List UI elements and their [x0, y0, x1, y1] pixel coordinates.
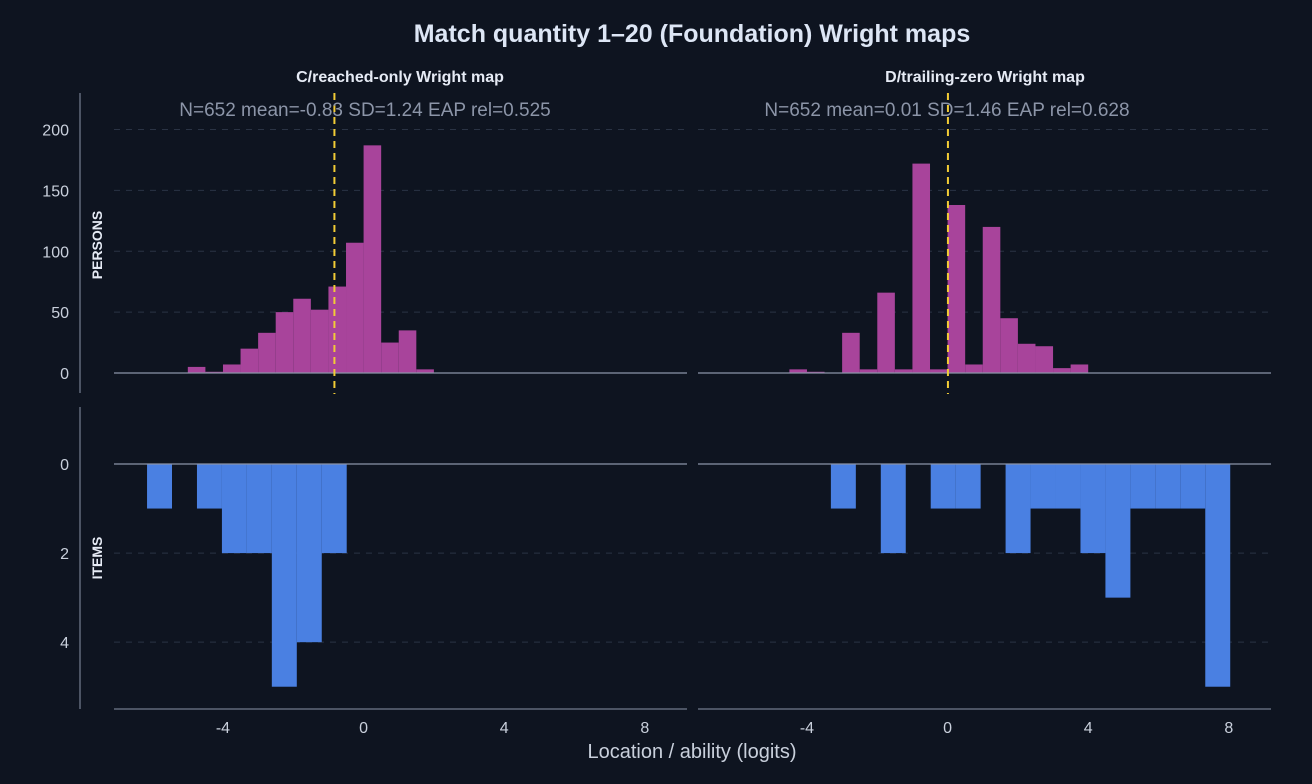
person-bar	[293, 298, 311, 373]
person-bar	[859, 369, 878, 373]
item-bar	[1030, 464, 1056, 509]
item-bar	[147, 464, 173, 509]
person-bar	[346, 242, 364, 373]
item-bar	[880, 464, 906, 554]
person-bar	[982, 226, 1001, 373]
person-bar	[806, 371, 825, 373]
person-bar	[258, 332, 276, 373]
item-bar	[271, 464, 297, 687]
items-axis-label: ITEMS	[89, 537, 105, 580]
person-bar	[222, 364, 241, 373]
item-bar	[221, 464, 247, 554]
persons-y-tick-label: 150	[42, 183, 69, 200]
x-tick-label: 4	[500, 720, 509, 737]
person-bar	[240, 348, 259, 373]
item-bar	[830, 464, 856, 509]
persons-y-tick-label: 200	[42, 123, 69, 140]
x-tick-label: 4	[1084, 720, 1093, 737]
person-bar	[205, 371, 223, 373]
person-bar	[842, 332, 860, 373]
person-bar	[1053, 368, 1071, 373]
panel-title-right: D/trailing-zero Wright map	[885, 69, 1085, 86]
person-bar	[1035, 346, 1054, 373]
item-bar	[321, 464, 347, 554]
x-tick-label: 8	[1224, 720, 1233, 737]
person-bar	[930, 369, 948, 373]
person-bar	[1070, 364, 1089, 373]
x-tick-label: 8	[640, 720, 649, 737]
persons-y-tick-label: 0	[60, 366, 69, 383]
item-bar	[246, 464, 272, 554]
items-y-tick-label: 2	[60, 546, 69, 563]
person-bar	[328, 286, 347, 373]
persons-y-tick-label: 100	[42, 244, 69, 261]
item-bar	[1105, 464, 1131, 598]
person-bar	[187, 366, 206, 373]
person-bar	[912, 163, 931, 373]
item-bar	[955, 464, 981, 509]
x-tick-label: 0	[359, 720, 368, 737]
panel-left: C/reached-only Wright map PERSONS ITEMS …	[42, 69, 687, 737]
person-bar	[275, 312, 294, 373]
x-tick-label: -4	[800, 720, 814, 737]
item-bar	[1005, 464, 1031, 554]
item-bar	[1205, 464, 1231, 687]
person-bar	[363, 145, 382, 373]
person-bar	[947, 205, 966, 373]
item-bar	[1080, 464, 1106, 554]
panel-title-left: C/reached-only Wright map	[296, 69, 504, 86]
stats-left: N=652 mean=-0.83 SD=1.24 EAP rel=0.525	[179, 100, 550, 121]
items-y-tick-label: 0	[60, 457, 69, 474]
item-bar	[1180, 464, 1206, 509]
item-bar	[1155, 464, 1181, 509]
persons-axis-label: PERSONS	[89, 211, 105, 279]
item-bar	[296, 464, 322, 643]
figure-title: Match quantity 1–20 (Foundation) Wright …	[414, 20, 971, 48]
person-bar	[965, 364, 983, 373]
person-bar	[877, 292, 895, 373]
person-bar	[398, 330, 417, 373]
person-bar	[894, 369, 913, 373]
items-y-tick-label: 4	[60, 635, 69, 652]
person-bar	[416, 369, 434, 373]
x-tick-label: -4	[216, 720, 230, 737]
person-bar	[1017, 343, 1036, 373]
item-bar	[930, 464, 956, 509]
panel-right: D/trailing-zero Wright map -4 0 4 8 N=652 m…	[698, 69, 1271, 737]
persons-y-tick-label: 50	[51, 305, 69, 322]
person-bar	[310, 309, 329, 373]
item-bar	[1055, 464, 1081, 509]
x-tick-label: 0	[943, 720, 952, 737]
person-bar	[381, 342, 399, 373]
person-bar	[1000, 318, 1018, 373]
item-bar	[1130, 464, 1156, 509]
stats-right: N=652 mean=0.01 SD=1.46 EAP rel=0.628	[764, 100, 1129, 121]
item-bar	[196, 464, 222, 509]
x-axis-label: Location / ability (logits)	[588, 741, 797, 763]
person-bar	[789, 369, 807, 373]
